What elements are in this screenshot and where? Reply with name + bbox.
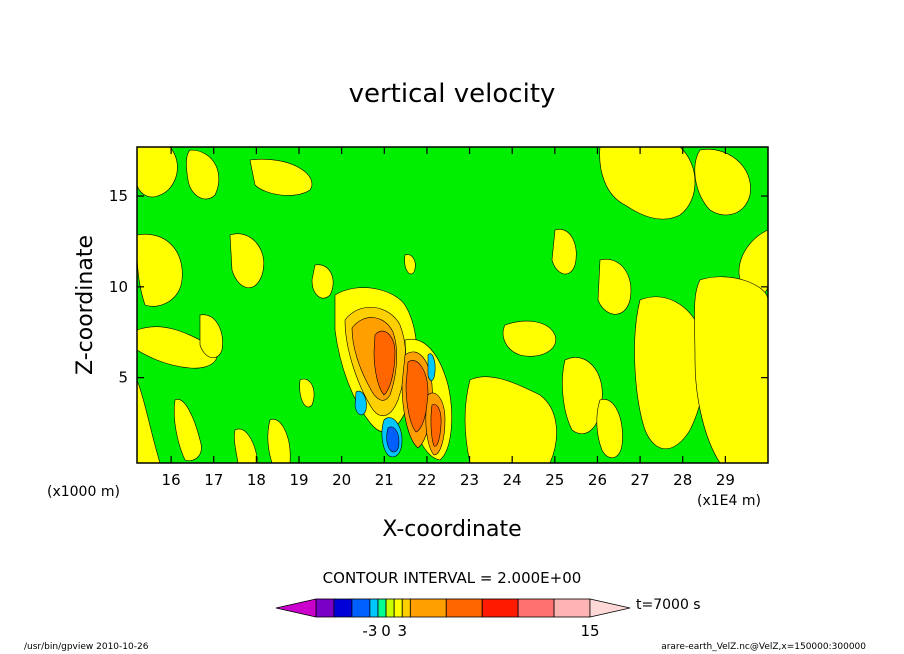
blue-region	[386, 426, 400, 453]
x-tick-label: 23	[460, 471, 479, 489]
colorbar-segment	[409, 598, 447, 618]
plot-area	[136, 146, 769, 464]
y-tick-label: 15	[109, 187, 128, 205]
colorbar-segment	[333, 598, 353, 618]
y-tick-label: 10	[109, 278, 128, 296]
x-tick-label: 28	[673, 471, 692, 489]
x-tick-label: 29	[716, 471, 735, 489]
yellow-region	[311, 264, 334, 299]
yellow-region	[694, 148, 751, 216]
x-tick-label: 16	[162, 471, 181, 489]
colorbar-segment	[351, 598, 371, 618]
x-tick-label: 18	[247, 471, 266, 489]
x-tick-label: 20	[332, 471, 351, 489]
colorbar-segment	[385, 598, 395, 618]
red-orange-region	[373, 330, 396, 396]
yellow-region	[597, 258, 632, 315]
chart-title: vertical velocity	[349, 79, 556, 109]
yellow-region	[562, 357, 603, 435]
x-tick-label: 24	[503, 471, 522, 489]
yellow-region	[634, 296, 706, 449]
colorbar-segment	[315, 598, 335, 618]
footer-left: /usr/bin/gpview 2010-10-26	[24, 642, 149, 652]
yellow-region	[249, 158, 313, 196]
x-tick-label: 25	[545, 471, 564, 489]
yellow-region	[229, 233, 264, 288]
colorbar-segment	[369, 598, 379, 618]
yellow-region	[173, 399, 202, 461]
y-tick-label: 5	[118, 369, 128, 387]
colorbar-segment	[377, 598, 387, 618]
colorbar-tick-label: 3	[397, 622, 407, 640]
yellow-region	[136, 146, 178, 198]
yellow-region	[186, 149, 220, 200]
x-unit-left: (x1000 m)	[47, 484, 120, 500]
yellow-region	[299, 378, 315, 408]
convective-cell	[344, 306, 446, 456]
x-unit-right: (x1E4 m)	[697, 493, 761, 509]
x-tick-label: 26	[588, 471, 607, 489]
colorbar-segment	[481, 598, 519, 618]
x-axis-label: X-coordinate	[382, 517, 521, 542]
red-orange-region	[405, 360, 429, 433]
colorbar-tick-label: -3	[362, 622, 377, 640]
yellow-region	[136, 233, 183, 307]
colorbar-segment	[401, 598, 411, 618]
yellow-region	[199, 314, 223, 358]
yellow-region	[694, 276, 769, 464]
downdraft-regions	[354, 353, 436, 458]
colorbar-segment	[445, 598, 483, 618]
y-axis: 5 10 15	[109, 187, 768, 387]
colorbar: -3 0 3 15	[275, 598, 631, 640]
yellow-region	[136, 326, 218, 369]
plot-frame	[136, 146, 769, 464]
colorbar-segment	[553, 598, 591, 618]
colorbar-high-arrow	[589, 598, 631, 618]
y-axis-label: Z-coordinate	[73, 235, 98, 375]
x-tick-label: 21	[375, 471, 394, 489]
colorbar-low-arrow	[275, 598, 317, 618]
yellow-region	[464, 376, 557, 464]
colorbar-segment	[517, 598, 555, 618]
cyan-region	[427, 353, 436, 381]
colorbar-tick-label: 15	[580, 622, 599, 640]
contour-interval-label: CONTOUR INTERVAL = 2.000E+00	[323, 569, 582, 587]
x-tick-label: 22	[417, 471, 436, 489]
yellow-region	[502, 320, 557, 357]
yellow-region	[599, 146, 696, 220]
yellow-region	[404, 254, 416, 275]
x-tick-label: 17	[204, 471, 223, 489]
time-label: t=7000 s	[636, 597, 701, 613]
x-tick-label: 19	[289, 471, 308, 489]
footer-right: arare-earth_VelZ.nc@VelZ,x=150000:300000	[661, 642, 866, 652]
x-axis: 16 17 18 19 20 21 22 23 24 25 26 27 28 29	[162, 147, 735, 489]
red-orange-region	[430, 404, 442, 447]
yellow-region	[596, 399, 623, 458]
x-tick-label: 27	[631, 471, 650, 489]
cyan-region	[354, 390, 367, 416]
yellow-region	[551, 228, 577, 275]
colorbar-tick-label: 0	[381, 622, 391, 640]
colorbar-segment	[393, 598, 403, 618]
